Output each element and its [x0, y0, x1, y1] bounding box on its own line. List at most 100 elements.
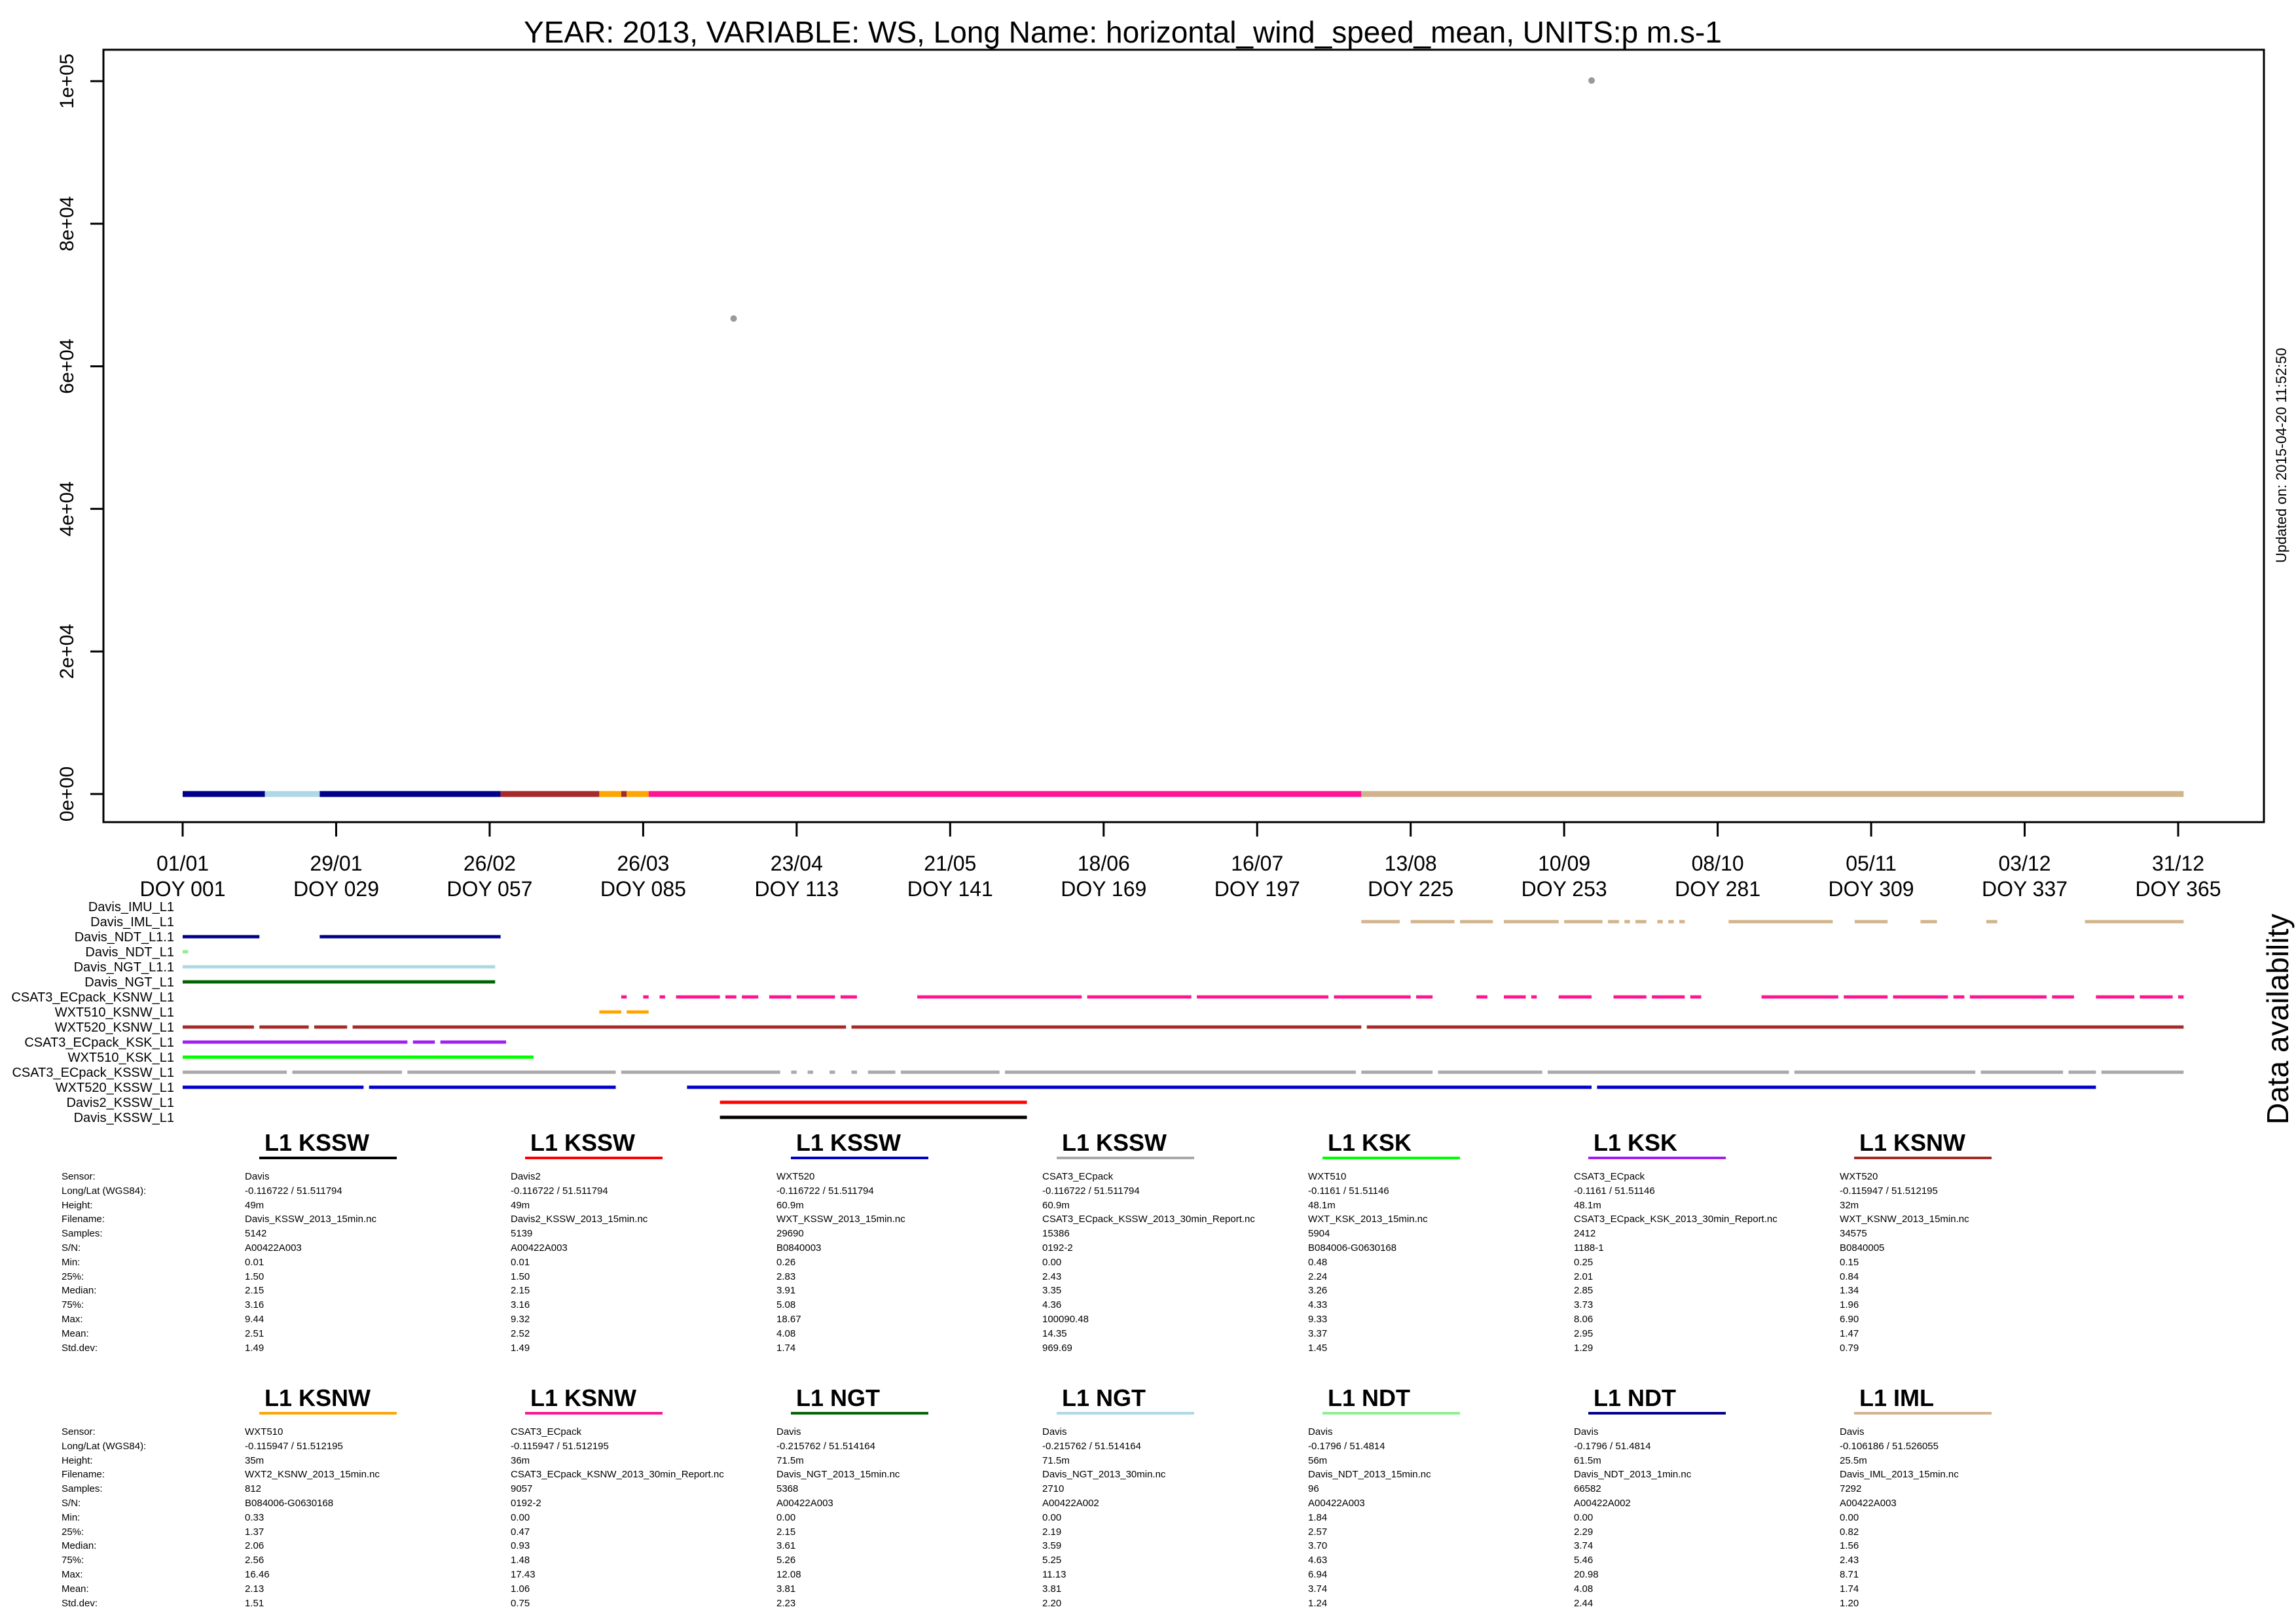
- station-stat-value: 5.08: [776, 1299, 796, 1311]
- station-stat-value: Davis: [776, 1426, 801, 1437]
- stats-field-label: Mean:: [62, 1583, 89, 1595]
- station-stat-value: 9.44: [245, 1314, 264, 1325]
- outlier-points-layer: [730, 77, 1595, 322]
- station-stat-value: 0.15: [1840, 1256, 1859, 1268]
- station-stat-value: 18.67: [776, 1314, 801, 1325]
- station-stat-value: Davis_NGT_2013_30min.nc: [1042, 1469, 1166, 1481]
- x-tick-doy-label: DOY 281: [1675, 877, 1760, 901]
- station-stat-value: 0.00: [776, 1511, 796, 1523]
- station-stat-value: -0.106186 / 51.526055: [1840, 1440, 1939, 1452]
- station-stat-value: 34575: [1840, 1228, 1867, 1240]
- y-axis: 0e+00 2e+04 4e+04 6e+04 8e+04 1e+05: [56, 54, 105, 821]
- stats-field-label: Filename:: [62, 1214, 105, 1225]
- station-title-underline: [1854, 1157, 1992, 1159]
- station-stat-value: -0.116722 / 51.511794: [1042, 1185, 1140, 1197]
- station-stat-value: 1.49: [245, 1342, 264, 1354]
- x-tick-doy-label: DOY 197: [1214, 877, 1300, 901]
- station-stat-value: 0192-2: [511, 1498, 541, 1509]
- station-stat-value: 969.69: [1042, 1342, 1072, 1354]
- station-stat-value: Davis: [1308, 1426, 1333, 1437]
- station-stat-value: 2.51: [245, 1327, 264, 1339]
- stats-field-label: Long/Lat (WGS84):: [62, 1185, 147, 1197]
- x-tick-date-label: 03/12: [1998, 852, 2050, 875]
- station-stat-value: 2.15: [511, 1285, 530, 1297]
- station-title: L1 KSSW: [1062, 1129, 1167, 1156]
- station-stat-value: 0.48: [1308, 1256, 1328, 1268]
- chart-title: YEAR: 2013, VARIABLE: WS, Long Name: hor…: [524, 15, 1722, 49]
- x-tick-date-label: 21/05: [924, 852, 976, 875]
- station-stat-value: A00422A003: [511, 1242, 568, 1254]
- station-stat-value: WXT510: [245, 1426, 283, 1437]
- stats-field-label: Std.dev:: [62, 1597, 98, 1609]
- station-stat-value: 3.16: [245, 1299, 264, 1311]
- station-title-underline: [1588, 1412, 1726, 1415]
- station-stat-value: Davis_NGT_2013_15min.nc: [776, 1469, 900, 1481]
- station-stat-value: Davis: [1042, 1426, 1067, 1437]
- y-tick-label: 1e+05: [56, 54, 78, 109]
- x-tick-doy-label: DOY 141: [907, 877, 993, 901]
- station-stat-value: 3.59: [1042, 1540, 1062, 1552]
- station-stat-value: 4.63: [1308, 1555, 1328, 1566]
- station-stat-value: 8.06: [1574, 1314, 1594, 1325]
- station-stat-value: 71.5m: [1042, 1454, 1070, 1466]
- station-stat-value: 61.5m: [1574, 1454, 1601, 1466]
- station-stat-value: 29690: [776, 1228, 804, 1240]
- station-stat-value: A00422A003: [776, 1498, 833, 1509]
- station-stat-value: WXT510: [1308, 1171, 1347, 1182]
- station-stat-value: 1.37: [245, 1526, 264, 1538]
- station-stat-value: B0840005: [1840, 1242, 1885, 1254]
- station-stat-value: 71.5m: [776, 1454, 804, 1466]
- station-stat-value: 2710: [1042, 1483, 1065, 1495]
- station-stat-value: 1.56: [1840, 1540, 1859, 1552]
- x-tick-doy-label: DOY 365: [2135, 877, 2221, 901]
- station-stat-value: WXT_KSNW_2013_15min.nc: [1840, 1214, 1969, 1225]
- x-tick-date-label: 26/03: [617, 852, 669, 875]
- station-stat-value: 6.90: [1840, 1314, 1859, 1325]
- station-stat-value: 2.43: [1840, 1555, 1859, 1566]
- station-stat-value: -0.1796 / 51.4814: [1574, 1440, 1651, 1452]
- availability-row-label: WXT520_KSNW_L1: [55, 1020, 174, 1035]
- station-stat-value: -0.116722 / 51.511794: [245, 1185, 342, 1197]
- stats-field-label: 25%:: [62, 1271, 84, 1282]
- station-stat-value: 36m: [511, 1454, 530, 1466]
- station-stat-value: 49m: [245, 1199, 264, 1211]
- station-stat-value: 25.5m: [1840, 1454, 1867, 1466]
- station-stat-value: 1.20: [1840, 1597, 1859, 1609]
- station-stat-value: 1.74: [1840, 1583, 1859, 1595]
- station-stat-value: -0.115947 / 51.512195: [1840, 1185, 1938, 1197]
- station-stat-value: 3.81: [1042, 1583, 1062, 1595]
- x-tick-date-label: 16/07: [1231, 852, 1283, 875]
- stats-field-label: 75%:: [62, 1555, 84, 1566]
- station-stat-value: A00422A003: [1308, 1498, 1365, 1509]
- station-stat-value: 5368: [776, 1483, 799, 1495]
- station-stat-value: A00422A002: [1574, 1498, 1631, 1509]
- station-stat-value: 2412: [1574, 1228, 1596, 1240]
- station-stat-value: 0.33: [245, 1511, 264, 1523]
- station-stat-value: Davis_KSSW_2013_15min.nc: [245, 1214, 376, 1225]
- station-stat-value: Davis_NDT_2013_15min.nc: [1308, 1469, 1431, 1481]
- station-stat-value: 4.08: [776, 1327, 796, 1339]
- station-stat-value: 2.52: [511, 1327, 530, 1339]
- y-tick-label: 0e+00: [56, 767, 78, 821]
- station-stat-value: 0.00: [511, 1511, 530, 1523]
- station-stat-value: 3.61: [776, 1540, 796, 1552]
- station-stat-value: 0.00: [1840, 1511, 1859, 1523]
- station-stat-value: 3.37: [1308, 1327, 1328, 1339]
- station-stat-value: 2.57: [1308, 1526, 1328, 1538]
- station-stat-value: 0.93: [511, 1540, 530, 1552]
- station-stat-value: 0.82: [1840, 1526, 1859, 1538]
- station-stat-value: 0192-2: [1042, 1242, 1073, 1254]
- availability-row-label: WXT510_KSK_L1: [68, 1051, 174, 1065]
- station-stat-value: 49m: [511, 1199, 530, 1211]
- x-tick-date-label: 29/01: [310, 852, 362, 875]
- x-tick-doy-label: DOY 337: [1982, 877, 2068, 901]
- station-stat-value: 1.84: [1308, 1511, 1328, 1523]
- station-stat-value: 3.74: [1308, 1583, 1328, 1595]
- station-title: L1 KSNW: [530, 1384, 636, 1411]
- stats-field-label: Samples:: [62, 1483, 103, 1495]
- station-stat-value: WXT_KSK_2013_15min.nc: [1308, 1214, 1428, 1225]
- availability-row-label: Davis_NDT_L1.1: [75, 930, 174, 945]
- station-stat-value: 2.43: [1042, 1271, 1062, 1282]
